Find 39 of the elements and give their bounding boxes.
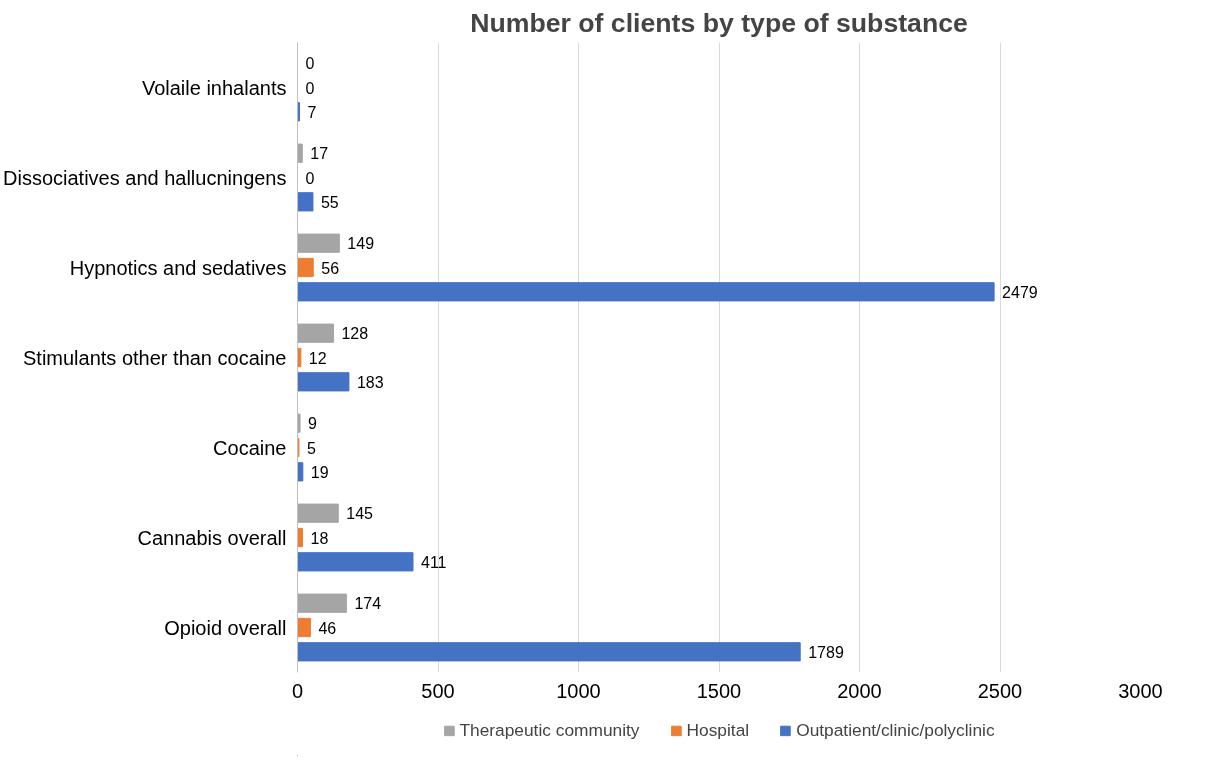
data-label: 149 <box>347 235 375 253</box>
data-label: 1789 <box>808 643 844 661</box>
data-label: 9 <box>308 415 318 433</box>
data-label: 0 <box>305 169 315 187</box>
data-label: 2479 <box>1002 283 1038 301</box>
legend-label: Hospital <box>686 719 750 741</box>
y-tick-label: Volaile inhalants <box>141 76 287 99</box>
data-label: 145 <box>346 505 374 523</box>
data-label: 12 <box>308 349 327 367</box>
y-tick-label: Hypnotics and sedatives <box>69 256 287 279</box>
data-label: 174 <box>354 595 382 613</box>
data-label: 183 <box>356 373 384 391</box>
legend-label: Therapeutic community <box>459 719 640 741</box>
data-label: 19 <box>310 463 329 481</box>
y-tick-label: Opioid overall <box>164 616 287 639</box>
x-tick-label: 1000 <box>556 679 601 702</box>
x-tick-label: 1500 <box>696 679 742 702</box>
x-tick-label: 3000 <box>1118 679 1163 702</box>
x-tick-label: 500 <box>421 679 455 702</box>
legend-label: Outpatient/clinic/polyclinic <box>796 719 995 741</box>
x-tick-label: 2000 <box>837 679 882 702</box>
data-label: 18 <box>310 529 329 547</box>
data-label: 55 <box>320 193 339 211</box>
y-tick-label: Stimulants other than cocaine <box>23 346 287 369</box>
chart-title: Number of clients by type of substance <box>470 7 968 38</box>
x-tick-label: 0 <box>291 679 304 702</box>
data-label: 5 <box>306 439 316 457</box>
data-label: 411 <box>420 553 447 571</box>
data-label: 56 <box>321 259 340 277</box>
data-label: 128 <box>341 325 369 343</box>
y-tick-label: Cannabis overall <box>137 526 287 549</box>
data-label: 7 <box>307 103 317 121</box>
data-label: 17 <box>310 145 329 163</box>
y-tick-label: Cocaine <box>213 436 287 459</box>
data-label: 0 <box>305 55 315 73</box>
x-tick-label: 2500 <box>977 679 1023 702</box>
data-label: 46 <box>318 619 337 637</box>
data-label: 0 <box>305 79 315 97</box>
y-tick-label: Dissociatives and hallucningens <box>3 166 287 189</box>
